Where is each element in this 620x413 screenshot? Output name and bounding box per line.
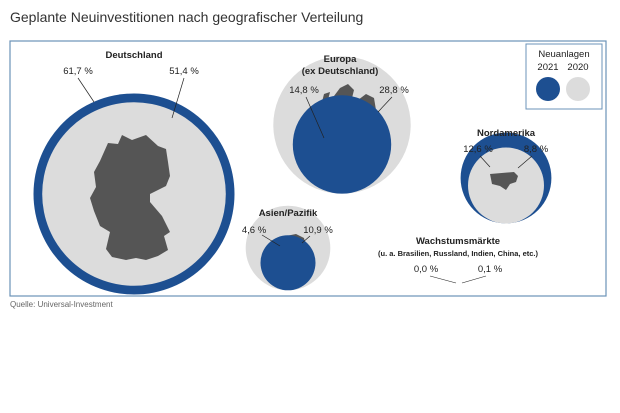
value-label-2020: 10,9 % bbox=[303, 225, 333, 236]
legend-swatch-2020 bbox=[566, 77, 590, 101]
usa-map-icon bbox=[490, 172, 518, 190]
region-nordamerika: Nordamerika 12,6 % 8,8 % bbox=[460, 128, 552, 224]
chart-frame bbox=[9, 40, 607, 297]
value-label-2021: 14,8 % bbox=[289, 85, 319, 96]
value-label-2020: 51,4 % bbox=[169, 66, 199, 77]
source-note: Quelle: Universal-Investment bbox=[10, 300, 113, 309]
value-label-2020: 28,8 % bbox=[379, 85, 409, 96]
region-deutschland: Deutschland 61,7 % 51,4 % bbox=[33, 50, 235, 295]
leader-line-2020 bbox=[301, 235, 311, 244]
region-subtitle: (u. a. Brasilien, Russland, Indien, Chin… bbox=[378, 249, 539, 258]
legend: Neuanlagen 2021 2020 bbox=[525, 43, 603, 110]
leader-line-2021 bbox=[305, 96, 325, 139]
region-label: Wachstumsmärkte bbox=[416, 236, 500, 247]
region-subtitle: (ex Deutschland) bbox=[302, 66, 379, 77]
bubble-2021 bbox=[260, 235, 316, 291]
value-label-2021: 0,0 % bbox=[414, 264, 439, 275]
germany-map-icon bbox=[90, 135, 170, 260]
legend-label-2020: 2020 bbox=[567, 62, 588, 73]
legend-swatch-2021 bbox=[536, 77, 560, 101]
value-label-2020: 0,1 % bbox=[478, 264, 503, 275]
value-label-2021: 61,7 % bbox=[63, 66, 93, 77]
legend-box bbox=[525, 43, 603, 110]
region-wachstumsmaerkte: Wachstumsmärkte (u. a. Brasilien, Russla… bbox=[378, 236, 539, 284]
bubble-2021 bbox=[292, 95, 392, 194]
region-label: Nordamerika bbox=[477, 128, 536, 139]
leader-line-2020 bbox=[517, 155, 533, 169]
leader-line-2021 bbox=[429, 275, 457, 284]
region-label: Asien/Pazifik bbox=[259, 208, 318, 219]
region-asien-pazifik: Asien/Pazifik 4,6 % 10,9 % bbox=[242, 205, 333, 291]
value-label-2021: 4,6 % bbox=[242, 225, 267, 236]
leader-line-2020 bbox=[171, 77, 185, 119]
leader-line-2020 bbox=[377, 96, 393, 113]
region-label: Deutschland bbox=[105, 50, 162, 61]
leader-line-2021 bbox=[261, 234, 281, 247]
legend-label-2021: 2021 bbox=[537, 62, 558, 73]
chart-title: Geplante Neuinvestitionen nach geografis… bbox=[10, 9, 364, 25]
leader-line-2021 bbox=[77, 77, 95, 103]
leader-line-2020 bbox=[461, 275, 487, 284]
value-label-2020: 8,8 % bbox=[524, 144, 549, 155]
legend-title: Neuanlagen bbox=[538, 49, 589, 60]
value-label-2021: 12,6 % bbox=[463, 144, 493, 155]
region-label: Europa bbox=[324, 54, 357, 65]
region-europa: Europa (ex Deutschland) 14,8 % 28,8 % bbox=[273, 54, 411, 194]
leader-line-2021 bbox=[479, 155, 491, 168]
